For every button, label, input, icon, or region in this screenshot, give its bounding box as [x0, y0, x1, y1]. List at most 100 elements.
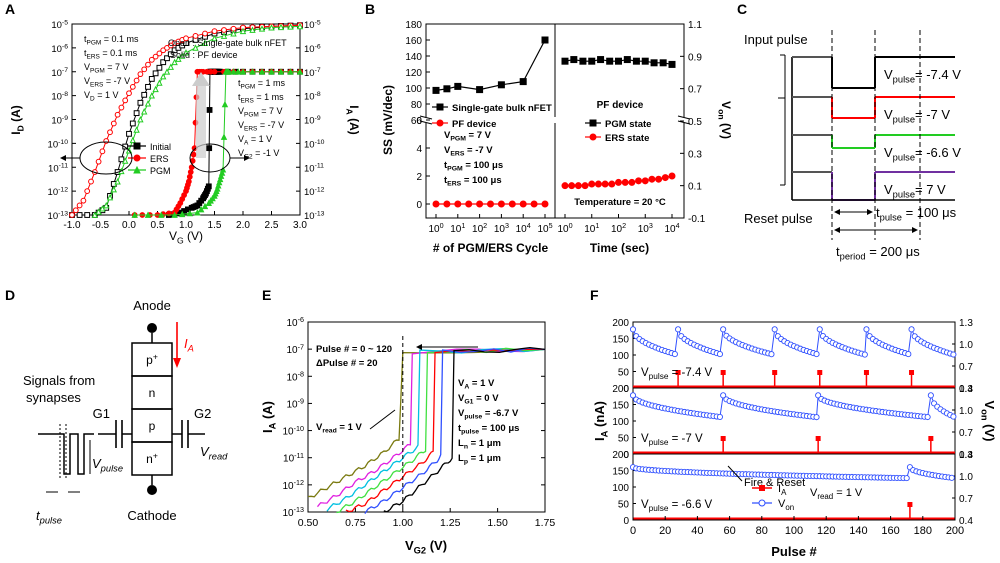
data-point	[152, 70, 159, 77]
data-point	[465, 200, 473, 208]
legend-marker	[133, 165, 141, 174]
data-point	[570, 56, 578, 64]
data-point	[197, 205, 205, 213]
current-label: IA	[184, 336, 194, 354]
y2-tick-label: 0.3	[688, 149, 702, 160]
data-point	[129, 120, 136, 127]
von-point	[950, 413, 957, 420]
y-tick-label: 10-8	[51, 91, 68, 103]
data-point	[152, 85, 159, 93]
data-point	[432, 86, 440, 94]
x-tick-label: 103	[638, 221, 653, 235]
data-point	[641, 57, 649, 65]
data-point	[84, 212, 91, 218]
data-point	[141, 66, 148, 73]
g1-label: G1	[93, 406, 110, 421]
y2-tick-label: 0.4	[959, 450, 973, 461]
data-point	[632, 57, 640, 65]
data-point	[194, 209, 201, 216]
data-point	[156, 50, 163, 57]
x-tick-label: 1.0	[179, 220, 193, 231]
data-point	[202, 30, 208, 37]
y2-tick-label: 0.1	[688, 182, 702, 193]
arrowhead	[60, 155, 66, 161]
x-tick-label: 103	[494, 221, 509, 235]
y-tick-label: 60	[411, 116, 423, 127]
data-point	[497, 81, 505, 89]
data-point	[183, 35, 189, 42]
data-point	[628, 178, 636, 186]
fire-reset-label: Fire & Reset	[744, 477, 805, 489]
y-tick-label: 0	[623, 450, 629, 461]
data-point	[76, 202, 83, 209]
arrowhead	[416, 344, 422, 350]
data-point	[156, 64, 163, 71]
y-tick-label: 120	[405, 68, 422, 79]
data-point	[175, 55, 182, 62]
legend-marker	[133, 142, 141, 150]
data-point	[192, 33, 199, 39]
y2-tick-label: 0.4	[959, 516, 973, 527]
y-tick-label: 10-6	[286, 315, 304, 329]
data-point	[107, 129, 113, 136]
x-tick-label: 0.0	[122, 220, 136, 231]
x-tick-label: 104	[664, 221, 679, 235]
data-point	[519, 200, 527, 208]
legend-marker	[758, 499, 766, 507]
gray-arrow-shaft	[196, 80, 206, 158]
y-tick-label: 200	[612, 384, 629, 395]
y-tick-label: 10-13	[282, 505, 304, 519]
data-point	[110, 120, 117, 127]
param-right: VG2 = -1 V	[238, 148, 279, 161]
data-point	[129, 83, 136, 90]
data-point	[635, 177, 643, 185]
vread-label: Vread	[200, 444, 228, 462]
data-point	[148, 56, 155, 63]
y-tick-label: 50	[618, 434, 630, 445]
series-pulse-80	[345, 348, 546, 513]
data-point	[122, 143, 129, 150]
vpulse-label: Vpulse = -6.6 V	[641, 499, 713, 513]
annotation-vread: Vread = 1 V	[316, 422, 363, 435]
panel-label-e: E	[262, 287, 271, 303]
x-tick-label: 160	[881, 525, 899, 537]
pulse-label: Vpulse= -7.4 V	[884, 67, 961, 85]
y2-tick-label: 1.1	[688, 20, 702, 31]
data-point	[661, 174, 669, 182]
y-tick-label: 200	[612, 318, 629, 329]
von-point	[816, 326, 823, 333]
von-point	[908, 326, 915, 333]
y2-tick-label: 10-6	[304, 43, 321, 55]
y-tick-label: 10-5	[51, 19, 68, 31]
data-point	[220, 32, 228, 39]
data-point	[160, 59, 167, 66]
legend-label: PGM	[150, 166, 171, 176]
data-point	[144, 211, 152, 218]
arrowhead	[173, 358, 181, 368]
series-pulse-120	[383, 346, 546, 513]
tperiod-label: tperiod = 200 μs	[836, 244, 920, 262]
region-label-2: p	[149, 419, 156, 433]
data-point	[215, 182, 222, 189]
pulse-label: Vpulse= -7 V	[884, 107, 950, 125]
vread-arrow	[369, 409, 396, 430]
y2-tick-label: 10-7	[304, 67, 321, 79]
data-point	[182, 49, 190, 56]
param-left: VERS = -7 V	[84, 76, 130, 89]
param-left: VPGM = 7 V	[84, 62, 129, 75]
pulse-label: Vpulse= -6.6 V	[884, 145, 961, 163]
series-pulse-20	[316, 348, 546, 508]
x-axis-label: VG (V)	[169, 229, 203, 245]
data-point	[601, 180, 609, 188]
von-point	[861, 351, 868, 358]
data-point	[114, 178, 121, 185]
data-point	[648, 175, 656, 183]
data-point	[668, 60, 676, 68]
data-point	[217, 172, 225, 179]
data-point	[476, 86, 484, 94]
param-text: VPGM = 7 V	[444, 130, 492, 143]
panel-label-c: C	[737, 1, 747, 17]
data-point	[519, 78, 527, 86]
legend-label: IA	[778, 483, 787, 497]
